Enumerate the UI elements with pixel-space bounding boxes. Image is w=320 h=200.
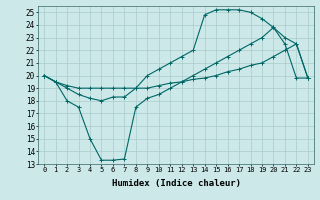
X-axis label: Humidex (Indice chaleur): Humidex (Indice chaleur): [111, 179, 241, 188]
